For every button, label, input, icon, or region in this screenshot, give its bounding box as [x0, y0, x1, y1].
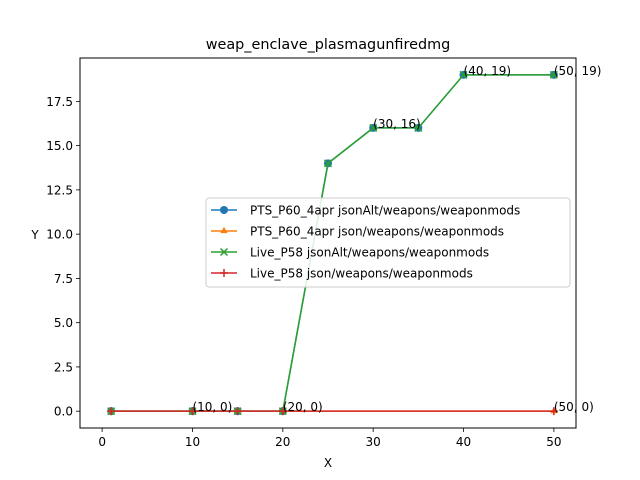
x-tick-label: 20	[275, 435, 290, 449]
series-4-point	[549, 407, 558, 416]
legend-label: PTS_P60_4apr jsonAlt/weapons/weaponmods	[250, 204, 520, 218]
y-axis: 0.0 2.5 5.0 7.5 10.0 12.5 15.0 17.5	[46, 95, 80, 419]
series-2	[107, 406, 558, 414]
legend: PTS_P60_4apr jsonAlt/weapons/weaponmods P…	[205, 197, 571, 288]
x-tick-label: 40	[456, 435, 471, 449]
x-tick-label: 50	[546, 435, 561, 449]
y-tick-label: 12.5	[46, 183, 73, 197]
series-4	[107, 407, 558, 416]
legend-swatch-marker	[219, 247, 229, 257]
x-tick-label: 30	[366, 435, 381, 449]
point-annotation: (10, 0)	[192, 400, 232, 414]
x-axis-label: X	[324, 456, 332, 470]
point-annotation: (40, 19)	[464, 64, 512, 78]
point-annotation: (50, 0)	[554, 400, 594, 414]
y-tick-label: 15.0	[46, 139, 73, 153]
legend-label: PTS_P60_4apr json/weapons/weaponmods	[250, 225, 504, 239]
series-3-point	[414, 123, 423, 132]
y-tick-label: 17.5	[46, 95, 73, 109]
series-3-point	[369, 123, 378, 132]
point-annotation: (20, 0)	[283, 400, 323, 414]
legend-entry-1: PTS_P60_4apr jsonAlt/weapons/weaponmods	[211, 204, 520, 218]
legend-entry-4: Live_P58 json/weapons/weaponmods	[211, 267, 473, 281]
chart-title: weap_enclave_plasmagunfiredmg	[206, 37, 451, 53]
x-tick-label: 0	[98, 435, 106, 449]
legend-swatch-marker	[220, 206, 228, 214]
series-4-point	[107, 407, 116, 416]
series-3-point	[323, 159, 333, 168]
series-3-point	[459, 70, 468, 79]
legend-box	[205, 197, 571, 288]
y-tick-label: 7.5	[54, 272, 73, 286]
y-tick-label: 2.5	[54, 360, 73, 374]
point-annotation: (30, 16)	[373, 117, 421, 131]
series-4-point	[188, 407, 197, 416]
y-tick-label: 5.0	[54, 316, 73, 330]
series-4-point	[233, 407, 242, 416]
series-layer	[107, 70, 558, 416]
y-tick-label: 0.0	[54, 405, 73, 419]
legend-entry-2: PTS_P60_4apr json/weapons/weaponmods	[211, 225, 504, 239]
point-annotation: (50, 19)	[554, 64, 602, 78]
legend-label: Live_P58 json/weapons/weaponmods	[250, 267, 473, 281]
series-3-point	[549, 70, 558, 79]
y-tick-label: 10.0	[46, 228, 73, 242]
legend-label: Live_P58 jsonAlt/weapons/weaponmods	[250, 246, 489, 260]
x-axis: 0 10 20 30 40 50	[98, 428, 562, 449]
legend-swatch-marker	[220, 269, 228, 277]
legend-swatch-marker	[220, 226, 228, 234]
x-tick-label: 10	[185, 435, 200, 449]
series-4-point	[278, 407, 287, 416]
plot-frame	[79, 57, 577, 429]
legend-entry-3: Live_P58 jsonAlt/weapons/weaponmods	[211, 246, 489, 260]
y-axis-label: Y	[30, 228, 39, 242]
annotation-layer: (10, 0) (20, 0) (30, 16) (40, 19) (50, 19) (5…	[192, 64, 601, 414]
